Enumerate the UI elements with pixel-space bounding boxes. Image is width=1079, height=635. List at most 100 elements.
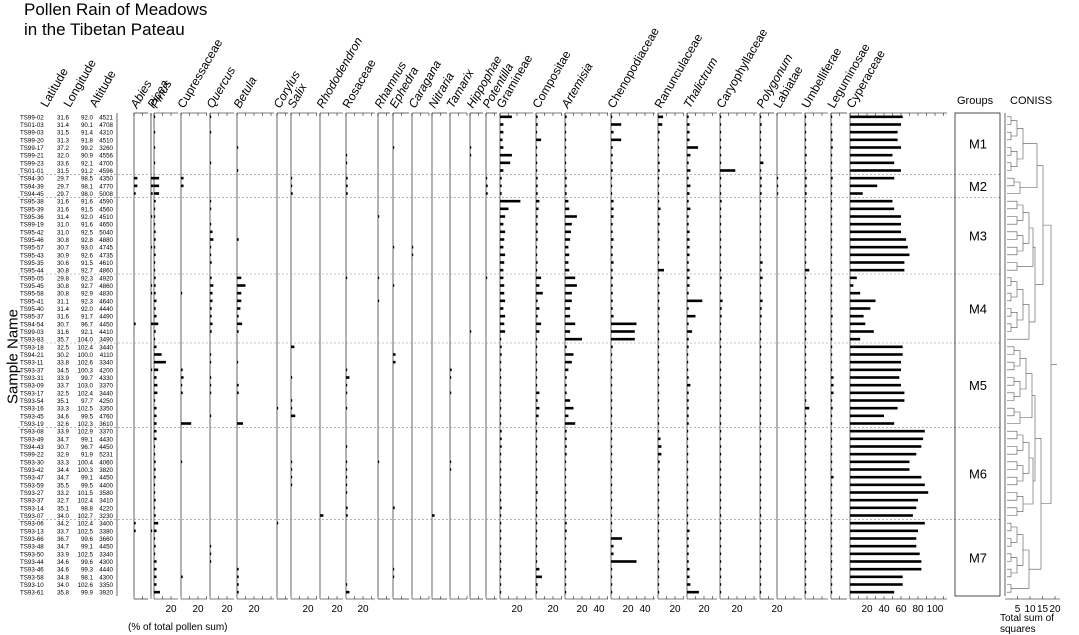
- pollen-bar: [658, 567, 660, 571]
- pollen-bar: [720, 376, 722, 379]
- pollen-bar: [611, 353, 613, 356]
- pollen-bar: [805, 276, 807, 280]
- sample-name: TS93-14: [20, 505, 44, 512]
- sample-altitude: 3610: [99, 421, 113, 428]
- pollen-bar: [346, 583, 348, 586]
- pollen-bar: [658, 123, 663, 126]
- pollen-bar: [720, 115, 722, 119]
- pollen-bar: [831, 376, 834, 379]
- sample-latitude: 30.9: [57, 252, 70, 259]
- dendrogram-branch: [1007, 377, 1015, 386]
- pollen-bar: [210, 207, 212, 211]
- sample-altitude: 3580: [99, 490, 113, 497]
- pollen-bar: [565, 253, 570, 257]
- pollen-bar: [831, 422, 833, 425]
- sample-name: TS93-61: [20, 590, 44, 597]
- dendrogram-branch: [1011, 151, 1018, 167]
- pollen-bar: [378, 215, 380, 218]
- pollen-bar: [500, 468, 502, 471]
- pollen-bar: [210, 552, 212, 556]
- pollen-bar: [470, 153, 472, 157]
- sample-altitude: 4440: [99, 306, 113, 313]
- pollen-bar: [687, 146, 699, 149]
- sample-longitude: 91.5: [81, 260, 94, 267]
- pollen-bar: [777, 176, 779, 180]
- pollen-bar: [450, 376, 452, 379]
- pollen-bar: [154, 468, 156, 471]
- pollen-bar: [850, 238, 907, 241]
- pollen-bar: [565, 268, 570, 272]
- sample-latitude: 30.7: [57, 245, 70, 252]
- pollen-bar: [850, 437, 924, 441]
- sample-name: TS93-17: [20, 390, 44, 397]
- sample-altitude: 3230: [99, 513, 113, 520]
- pollen-bar: [805, 552, 807, 556]
- pollen-bar: [500, 537, 502, 540]
- pollen-bar: [565, 115, 567, 119]
- sample-latitude: 31.4: [57, 214, 70, 221]
- pollen-bar: [154, 368, 159, 372]
- pollen-bar: [500, 429, 502, 433]
- pollen-bar: [805, 299, 807, 303]
- pollen-bar: [720, 253, 722, 257]
- pollen-bar: [611, 491, 613, 494]
- sample-altitude: 5231: [99, 452, 113, 459]
- pollen-bar: [346, 506, 348, 510]
- pollen-bar: [154, 322, 159, 326]
- pollen-bar: [658, 230, 660, 234]
- pollen-bar: [687, 215, 689, 218]
- pollen-bar: [805, 560, 807, 563]
- pollen-bar: [134, 322, 136, 326]
- pollen-bar: [536, 184, 538, 188]
- pollen-bar: [565, 299, 572, 303]
- taxon-tick-label: 20: [576, 604, 588, 615]
- pollen-bar: [658, 590, 660, 594]
- pollen-bar: [805, 353, 807, 356]
- dendrogram-branch: [1011, 549, 1030, 589]
- pollen-bar: [720, 130, 722, 134]
- sample-longitude: 92.3: [81, 298, 94, 305]
- pollen-bar: [720, 268, 722, 272]
- pollen-bar: [805, 184, 807, 188]
- sample-name: TS99-21: [20, 153, 44, 160]
- pollen-bar: [237, 314, 239, 318]
- sample-altitude: 4610: [99, 260, 113, 267]
- pollen-bar: [805, 169, 807, 172]
- sample-latitude: 31.6: [57, 329, 70, 336]
- pollen-bar: [611, 337, 635, 341]
- pollen-bar: [450, 391, 452, 395]
- dendrogram-branch: [1020, 143, 1038, 189]
- pollen-bar: [611, 169, 613, 172]
- pollen-bar: [346, 514, 348, 517]
- sample-altitude: 4220: [99, 505, 113, 512]
- pollen-bar: [760, 345, 762, 349]
- dendrogram-branch: [1007, 147, 1012, 156]
- pollen-bar: [760, 337, 762, 341]
- pollen-bar: [831, 337, 833, 341]
- pollen-bar: [181, 176, 184, 180]
- pollen-bar: [500, 383, 502, 387]
- dendrogram-branch: [1017, 434, 1024, 451]
- pollen-bar: [536, 245, 538, 249]
- pollen-bar: [805, 337, 807, 341]
- sample-altitude: 4450: [99, 444, 113, 451]
- pollen-bar: [687, 368, 689, 372]
- pollen-bar: [154, 399, 156, 402]
- sample-longitude: 99.6: [81, 559, 94, 566]
- pollen-bar: [850, 161, 895, 165]
- pollen-bar: [720, 544, 722, 548]
- sample-name: TS95-36: [20, 214, 44, 221]
- pollen-bar: [565, 322, 576, 326]
- pollen-bar: [760, 437, 762, 441]
- pollen-bar: [831, 414, 833, 418]
- pollen-bar: [805, 253, 807, 257]
- pollen-bar: [805, 284, 807, 287]
- pollen-bar: [720, 345, 722, 349]
- pollen-bar: [805, 314, 807, 318]
- pollen-bar: [237, 307, 241, 310]
- pollen-bar: [658, 406, 660, 410]
- pollen-bar: [500, 215, 506, 218]
- pollen-bar: [154, 268, 156, 272]
- pollen-bar: [805, 115, 807, 119]
- pollen-bar: [658, 215, 660, 218]
